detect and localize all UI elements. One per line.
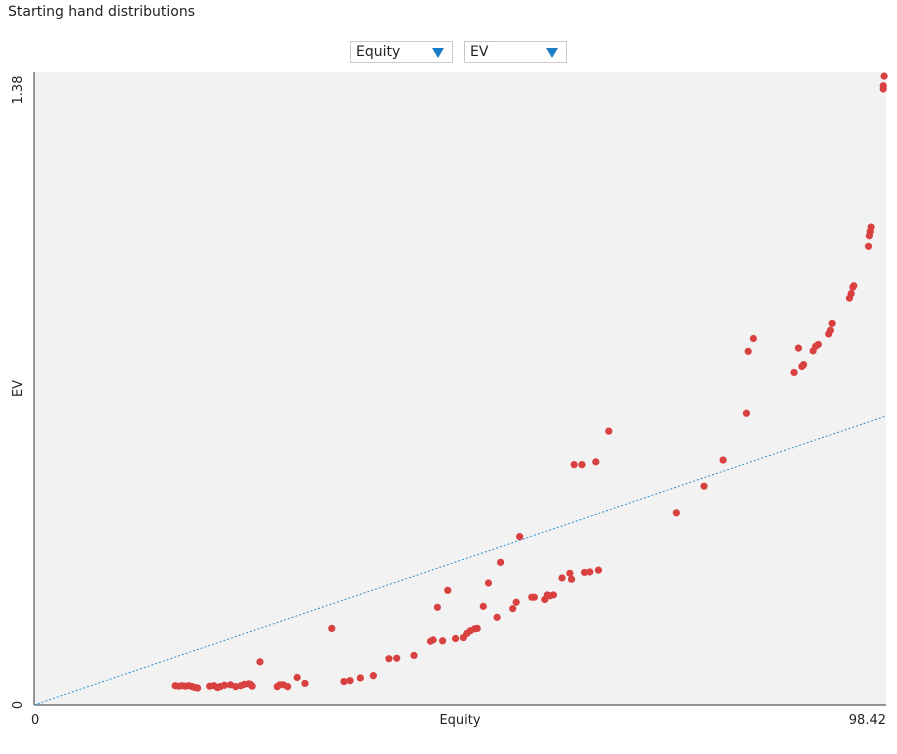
data-point-31: [369, 672, 377, 680]
data-point-81: [814, 340, 822, 349]
data-point-33: [393, 654, 401, 662]
x-tick-label-min: 0: [31, 713, 39, 728]
data-point-51: [512, 598, 520, 606]
data-point-28: [340, 678, 348, 686]
data-point-40: [451, 634, 460, 643]
data-point-26: [301, 679, 309, 688]
data-point-75: [790, 368, 798, 377]
data-point-46: [479, 602, 487, 610]
data-point-86: [847, 289, 855, 298]
data-point-27: [328, 624, 336, 632]
data-point-37: [433, 603, 442, 611]
data-point-34: [410, 651, 418, 660]
data-point-83: [826, 326, 835, 334]
data-point-66: [592, 458, 600, 466]
chart-title: Starting hand distributions: [8, 4, 196, 20]
data-point-64: [580, 568, 589, 577]
data-point-73: [744, 347, 752, 355]
reference-line: [33, 415, 887, 706]
data-point-19: [248, 682, 256, 690]
data-point-12: [220, 681, 229, 689]
data-point-54: [530, 593, 538, 601]
y-axis-select[interactable]: EV: [464, 41, 567, 63]
data-point-92: [867, 223, 875, 231]
y-axis-label: EV: [11, 380, 26, 397]
data-point-70: [700, 482, 708, 490]
data-point-50: [509, 605, 517, 613]
y-axis-select-value: EV: [470, 44, 489, 60]
x-axis-select-value: Equity: [356, 44, 401, 60]
data-point-48: [493, 613, 501, 621]
data-point-62: [570, 461, 578, 469]
y-tick-label-min: 0: [11, 701, 26, 709]
data-point-69: [672, 509, 680, 517]
data-point-59: [558, 574, 566, 582]
data-point-61: [567, 575, 576, 583]
plot-area: [34, 72, 886, 705]
data-point-58: [549, 591, 558, 599]
x-tick-label-max: 98.42: [849, 713, 886, 728]
data-point-60: [566, 569, 574, 577]
data-point-30: [356, 674, 364, 682]
data-point-94: [879, 82, 887, 90]
data-point-78: [799, 361, 808, 369]
data-point-20: [256, 658, 264, 666]
dropdown-arrow-icon: [432, 48, 444, 58]
data-point-74: [749, 334, 757, 343]
data-point-24: [284, 683, 292, 691]
data-point-25: [293, 673, 301, 682]
data-point-52: [516, 533, 524, 541]
data-point-36: [429, 636, 437, 644]
data-point-49: [497, 558, 505, 566]
data-point-88: [850, 282, 858, 290]
data-point-45: [473, 624, 481, 632]
data-point-29: [346, 677, 354, 685]
data-point-47: [484, 579, 493, 587]
data-point-76: [794, 344, 802, 352]
data-point-32: [385, 655, 393, 663]
dropdown-arrow-icon: [546, 48, 558, 58]
data-point-71: [719, 456, 727, 464]
points-layer: [171, 72, 888, 692]
x-axis-select[interactable]: Equity: [350, 41, 453, 63]
data-point-68: [605, 427, 613, 435]
data-point-67: [594, 566, 603, 574]
data-point-89: [864, 242, 873, 250]
data-point-39: [444, 586, 452, 594]
data-point-72: [742, 409, 751, 417]
x-axis-label: Equity: [439, 713, 480, 728]
data-point-7: [194, 684, 202, 692]
y-tick-label-max: 1.38: [11, 76, 26, 105]
data-point-63: [578, 461, 586, 469]
data-point-38: [438, 637, 447, 645]
data-point-95: [880, 72, 888, 80]
data-point-84: [828, 319, 836, 327]
data-point-65: [586, 568, 594, 576]
